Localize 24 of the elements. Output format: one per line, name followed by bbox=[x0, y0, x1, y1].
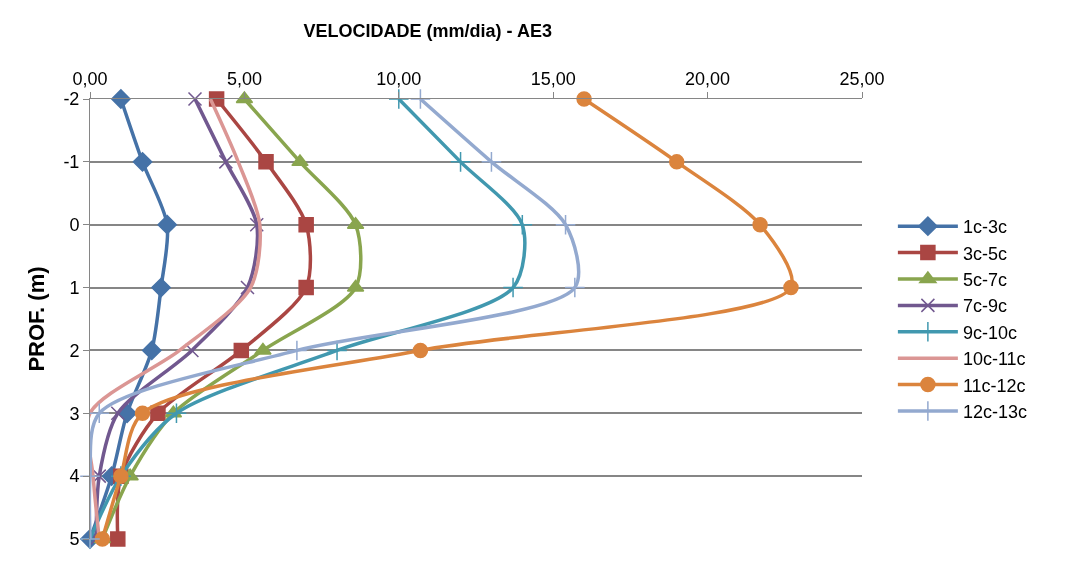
legend-label: 5c-7c bbox=[962, 270, 1007, 291]
y-tick-label: 2 bbox=[69, 340, 80, 361]
legend-label: 9c-10c bbox=[962, 322, 1017, 343]
y-axis-title: PROF. (m) bbox=[24, 266, 50, 372]
x-tick-label: 10,00 bbox=[376, 68, 422, 89]
legend-label: 11c-12c bbox=[962, 375, 1026, 396]
legend-label: 10c-11c bbox=[962, 349, 1026, 370]
y-tick-label: 0 bbox=[69, 215, 80, 236]
legend-label: 3c-5c bbox=[962, 243, 1007, 264]
chart-title: VELOCIDADE (mm/dia) - AE3 bbox=[303, 21, 552, 42]
legend-label: 7c-9c bbox=[962, 296, 1007, 317]
y-tick-label: -1 bbox=[63, 152, 80, 173]
legend-label: 12c-13c bbox=[962, 402, 1027, 423]
x-tick-label: 0,00 bbox=[72, 68, 108, 89]
x-tick-label: 25,00 bbox=[839, 68, 885, 89]
y-tick-label: 4 bbox=[69, 466, 80, 487]
x-tick-label: 5,00 bbox=[226, 68, 262, 89]
legend-label: 1c-3c bbox=[962, 217, 1007, 238]
y-tick-label: -2 bbox=[63, 89, 80, 110]
y-tick-label: 5 bbox=[69, 529, 80, 550]
y-tick-label: 1 bbox=[69, 277, 80, 298]
y-tick-label: 3 bbox=[69, 403, 80, 424]
x-tick-label: 20,00 bbox=[685, 68, 731, 89]
x-tick-label: 15,00 bbox=[530, 68, 576, 89]
